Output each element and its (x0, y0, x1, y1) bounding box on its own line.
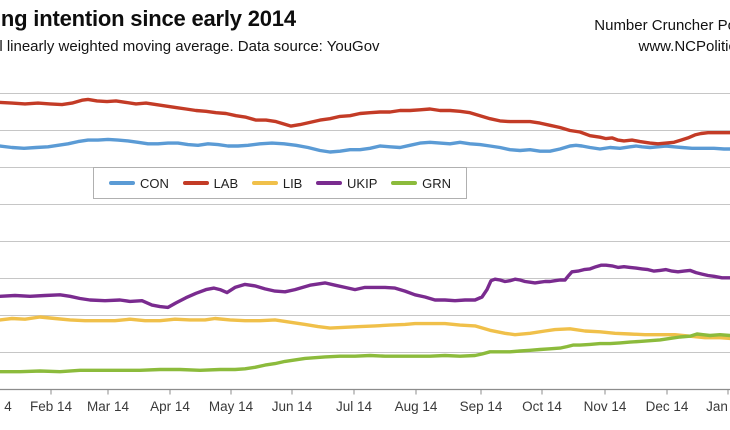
series-line-con (0, 137, 730, 154)
legend-item-ukip: UKIP (316, 176, 377, 191)
x-tick-label: Feb 14 (30, 399, 73, 414)
x-tick-label: Sep 14 (460, 399, 503, 414)
legend-item-con: CON (109, 176, 169, 191)
legend-swatch-lib (251, 181, 278, 185)
legend-swatch-lab (182, 181, 209, 185)
series-line-lab (0, 97, 730, 146)
x-tick-label: Apr 14 (150, 399, 190, 414)
legend-label-grn: GRN (422, 175, 451, 191)
x-tick-label: Oct 14 (522, 399, 562, 414)
x-tick-label: May 14 (209, 399, 254, 414)
legend-swatch-ukip (316, 181, 343, 185)
brand-block: Number Cruncher Po www.NCPolitic (594, 15, 730, 57)
x-tick-label: Jul 14 (336, 399, 373, 414)
chart-legend: CON LAB LIB UKIP GRN (93, 167, 467, 199)
brand-url: www.NCPolitic (638, 38, 730, 55)
x-tick-label: Nov 14 (584, 399, 627, 414)
legend-swatch-con (109, 181, 135, 185)
legend-item-lib: LIB (251, 175, 303, 191)
x-tick-label: Mar 14 (87, 399, 130, 414)
x-tick-label: Jan (706, 399, 728, 414)
x-tick-label: Dec 14 (646, 399, 689, 414)
legend-label-ukip: UKIP (347, 175, 378, 191)
legend-item-lab: LAB (182, 175, 239, 191)
chart-subtitle: ll linearly weighted moving average. Dat… (0, 38, 380, 55)
series-line-lib (0, 315, 730, 341)
series-line-ukip (0, 263, 730, 310)
legend-label-con: CON (140, 175, 169, 191)
legend-swatch-grn (391, 181, 418, 185)
x-tick-label: Jun 14 (272, 399, 313, 414)
x-tick-label: Aug 14 (395, 399, 438, 414)
legend-label-lib: LIB (282, 175, 303, 191)
brand-name: Number Cruncher Po (594, 17, 730, 34)
legend-item-grn: GRN (391, 176, 451, 191)
series-line-grn (0, 332, 730, 374)
x-tick-label: 4 (4, 399, 12, 414)
legend-label-lab: LAB (213, 175, 239, 191)
chart-title: ing intention since early 2014 (0, 6, 296, 31)
